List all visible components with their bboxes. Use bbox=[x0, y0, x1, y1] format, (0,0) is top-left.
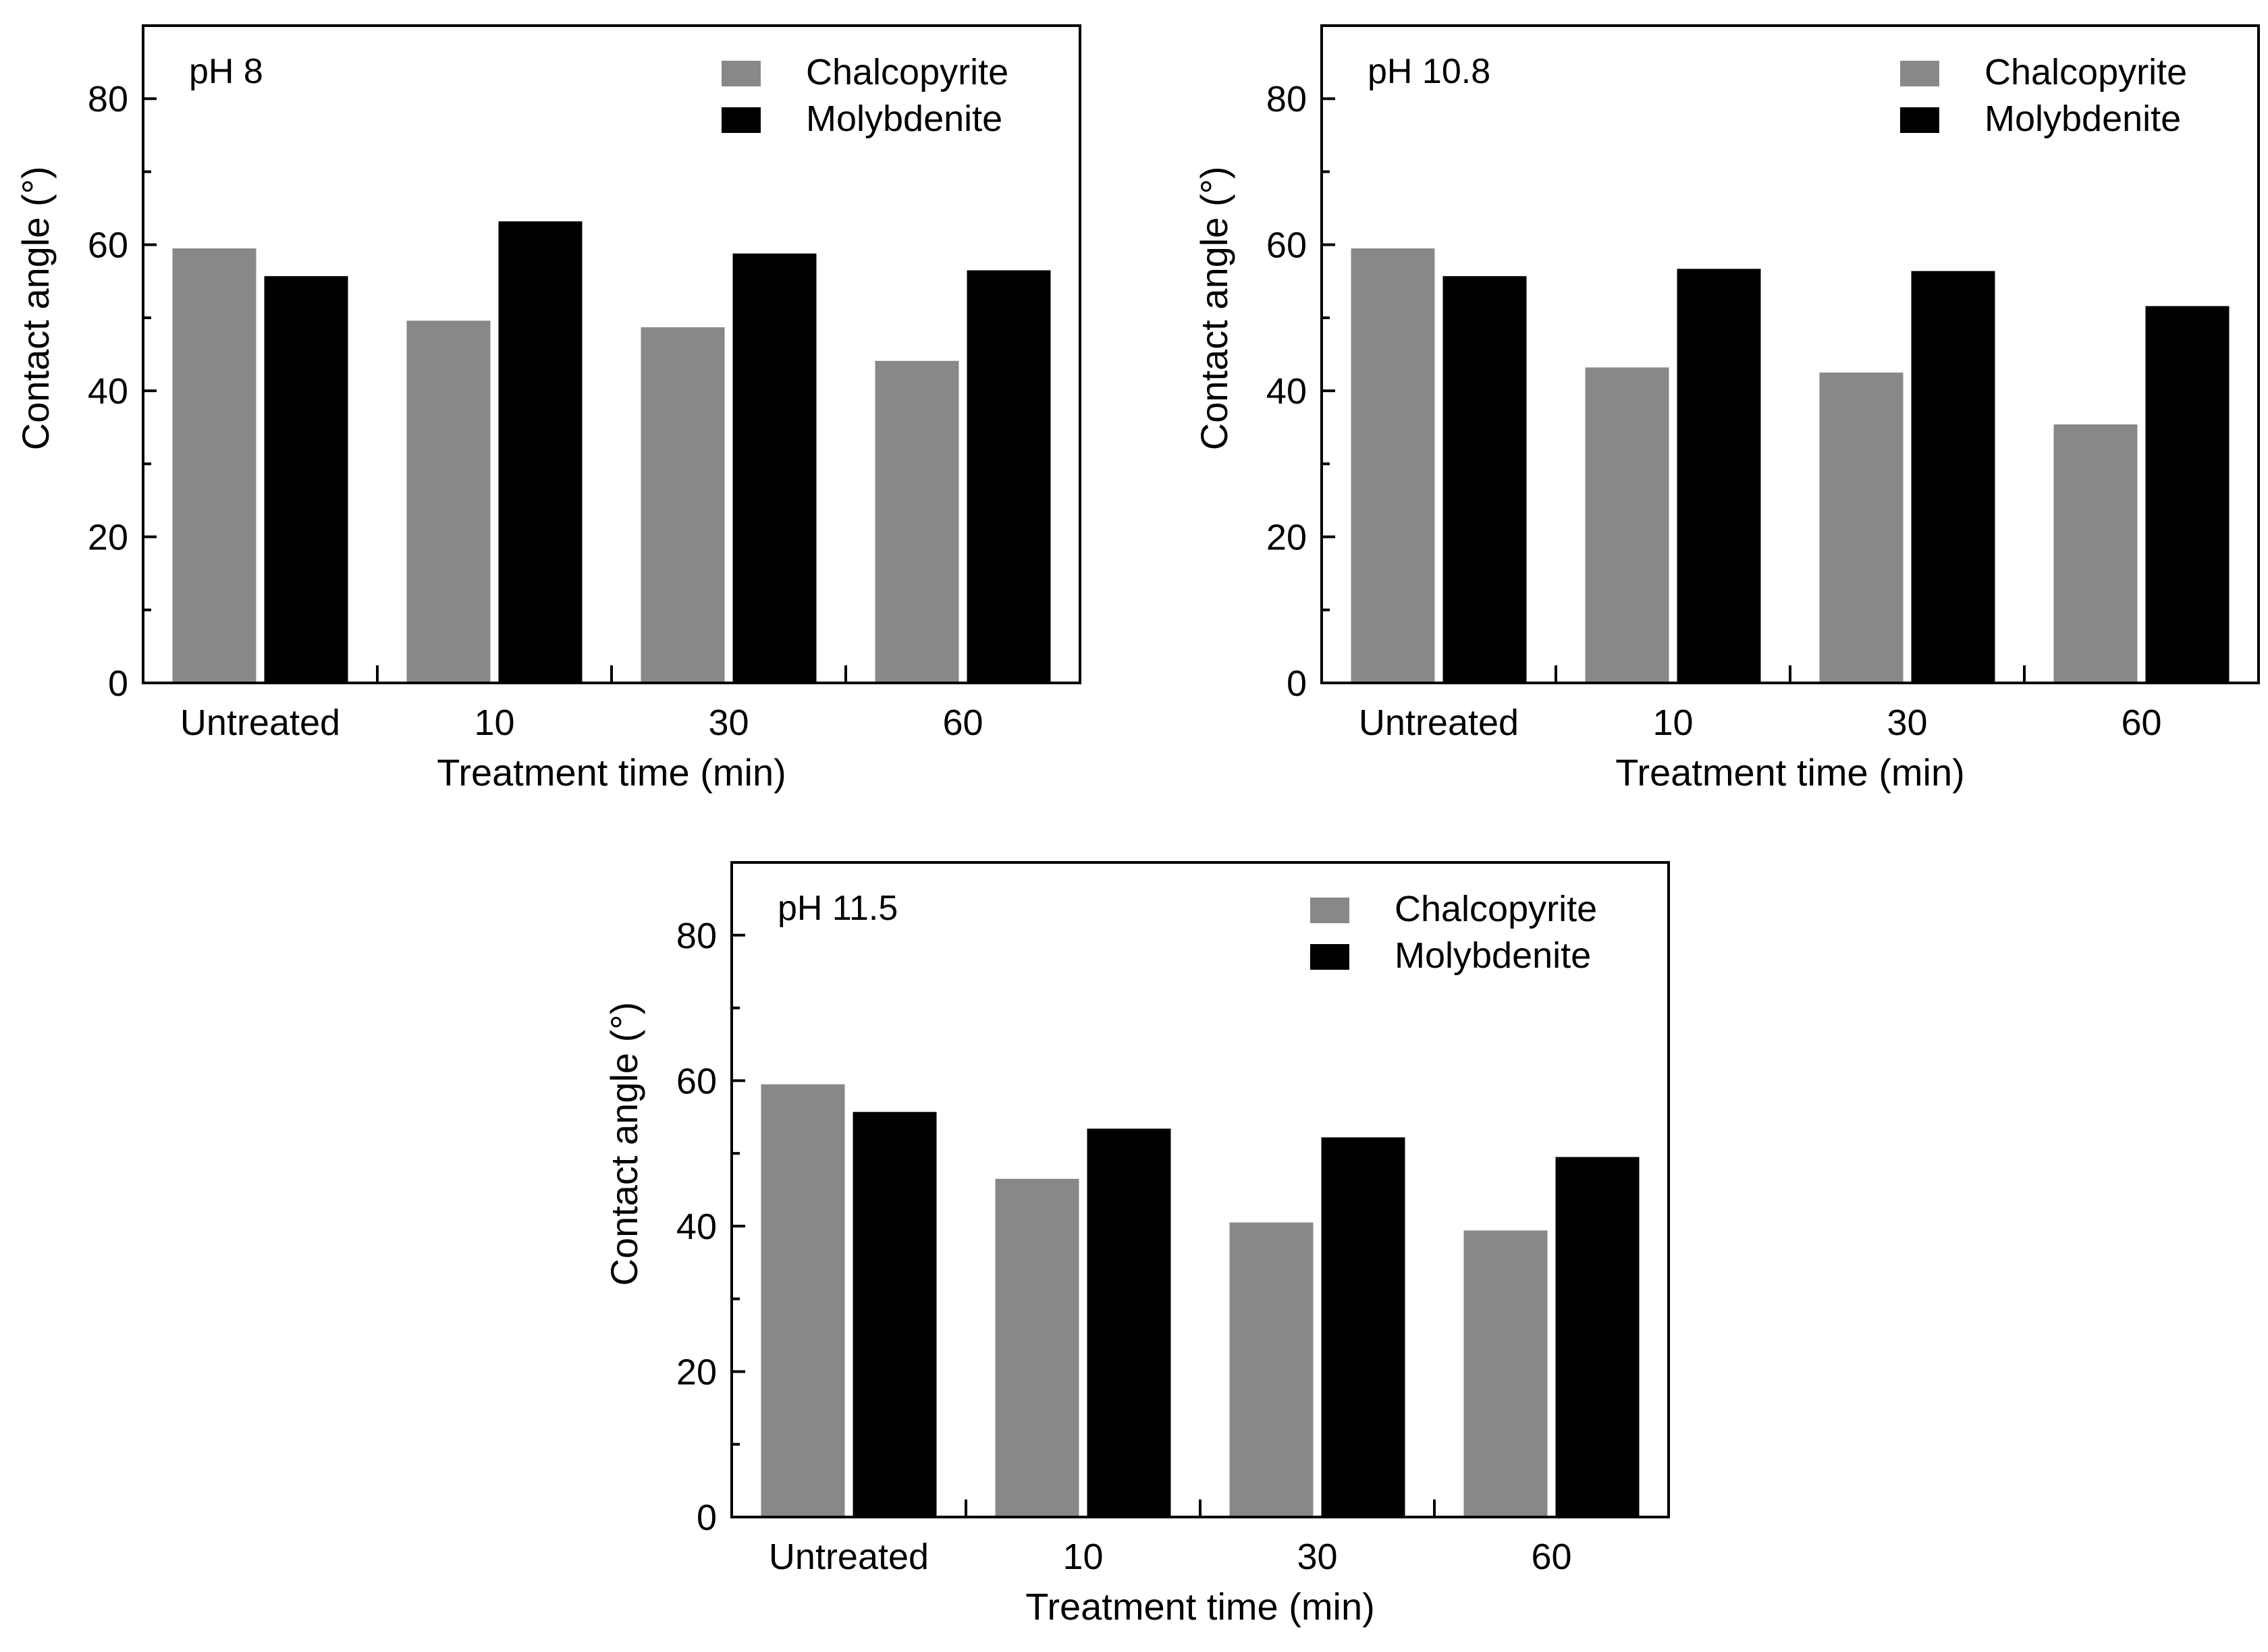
x-tick-label: Untreated bbox=[769, 1537, 929, 1577]
x-tick-label: 60 bbox=[942, 703, 983, 743]
chart-panel-1: 0 20 40 60 80 Untreated 10 30 60 Treatment time (… bbox=[14, 24, 1081, 794]
legend-swatch-molybdenite bbox=[1310, 944, 1349, 970]
bar-molybdenite-30 bbox=[732, 253, 817, 683]
bar-chalcopyrite-60 bbox=[1463, 1230, 1548, 1517]
bar-molybdenite-30 bbox=[1911, 271, 1995, 683]
y-tick-label: 20 bbox=[88, 518, 128, 558]
y-axis-title: Contact angle (°) bbox=[14, 166, 57, 450]
x-tick-label: 60 bbox=[1531, 1537, 1571, 1577]
y-tick-label: 60 bbox=[88, 225, 128, 266]
legend-label-chalcopyrite: Chalcopyrite bbox=[1395, 889, 1597, 929]
x-tick-label: 30 bbox=[708, 703, 749, 743]
y-tick-label: 0 bbox=[108, 663, 128, 704]
y-tick-label: 80 bbox=[1266, 79, 1307, 119]
y-tick-label: 80 bbox=[88, 79, 128, 119]
bar-molybdenite-30 bbox=[1321, 1137, 1405, 1517]
y-axis-title: Contact angle (°) bbox=[1193, 166, 1235, 450]
y-tick-label: 20 bbox=[676, 1352, 717, 1392]
bar-molybdenite-60 bbox=[1555, 1157, 1640, 1517]
legend-label-molybdenite: Molybdenite bbox=[1395, 935, 1591, 976]
bar-chalcopyrite-10 bbox=[1585, 367, 1669, 683]
legend-swatch-chalcopyrite bbox=[1900, 61, 1939, 86]
bar-molybdenite-untreated bbox=[1442, 276, 1527, 683]
x-tick-label: Untreated bbox=[180, 703, 340, 743]
x-tick-label: Untreated bbox=[1359, 703, 1519, 743]
bar-chalcopyrite-60 bbox=[2053, 424, 2138, 683]
bar-molybdenite-untreated bbox=[264, 276, 348, 683]
y-tick-label: 20 bbox=[1266, 518, 1307, 558]
bar-molybdenite-10 bbox=[1677, 269, 1761, 683]
chart-panel-3: 0 20 40 60 80 Untreated 10 30 60 Treatment time (… bbox=[603, 861, 1670, 1628]
legend-swatch-chalcopyrite bbox=[1310, 898, 1349, 923]
bar-molybdenite-60 bbox=[2145, 306, 2230, 683]
bar-chalcopyrite-60 bbox=[875, 360, 959, 683]
x-tick-label: 30 bbox=[1887, 703, 1927, 743]
y-tick-label: 60 bbox=[676, 1061, 717, 1101]
bar-chalcopyrite-30 bbox=[641, 327, 725, 683]
legend-swatch-molybdenite bbox=[722, 107, 761, 133]
legend-label-chalcopyrite: Chalcopyrite bbox=[806, 52, 1008, 92]
bar-chalcopyrite-untreated bbox=[761, 1084, 845, 1517]
x-axis-title: Treatment time (min) bbox=[1615, 751, 1965, 794]
chart-panel-2: 0 20 40 60 80 Untreated 10 30 60 Treatment time (… bbox=[1193, 24, 2260, 794]
panel-annotation: pH 10.8 bbox=[1368, 52, 1490, 91]
x-tick-label: 10 bbox=[1652, 703, 1693, 743]
legend-swatch-molybdenite bbox=[1900, 107, 1939, 133]
legend-label-molybdenite: Molybdenite bbox=[806, 99, 1002, 139]
x-tick-label: 10 bbox=[1062, 1537, 1103, 1577]
panel-annotation: pH 11.5 bbox=[778, 889, 898, 928]
bar-chalcopyrite-untreated bbox=[1351, 248, 1435, 684]
bar-molybdenite-10 bbox=[1087, 1128, 1171, 1517]
x-tick-label: 30 bbox=[1297, 1537, 1337, 1577]
y-tick-label: 40 bbox=[88, 371, 128, 412]
y-axis-title: Contact angle (°) bbox=[603, 1002, 645, 1286]
y-tick-label: 0 bbox=[697, 1497, 717, 1538]
x-tick-label: 10 bbox=[474, 703, 514, 743]
y-tick-label: 60 bbox=[1266, 225, 1307, 266]
y-tick-label: 0 bbox=[1287, 663, 1307, 704]
legend-label-chalcopyrite: Chalcopyrite bbox=[1985, 52, 2187, 92]
y-tick-label: 40 bbox=[1266, 371, 1307, 412]
bar-molybdenite-10 bbox=[498, 221, 583, 684]
x-tick-label: 60 bbox=[2121, 703, 2161, 743]
bar-chalcopyrite-10 bbox=[406, 321, 491, 683]
y-tick-label: 80 bbox=[676, 916, 717, 956]
legend-label-molybdenite: Molybdenite bbox=[1985, 99, 2181, 139]
bar-molybdenite-untreated bbox=[853, 1111, 937, 1517]
x-axis-title: Treatment time (min) bbox=[437, 751, 786, 794]
x-axis-title: Treatment time (min) bbox=[1025, 1585, 1375, 1628]
panel-annotation: pH 8 bbox=[189, 52, 263, 91]
bar-molybdenite-60 bbox=[967, 270, 1051, 683]
bar-chalcopyrite-untreated bbox=[172, 248, 256, 684]
legend-swatch-chalcopyrite bbox=[722, 61, 761, 86]
bar-chalcopyrite-10 bbox=[995, 1178, 1079, 1517]
bar-chalcopyrite-30 bbox=[1229, 1222, 1314, 1517]
y-tick-label: 40 bbox=[676, 1207, 717, 1247]
bar-chalcopyrite-30 bbox=[1819, 373, 1904, 683]
